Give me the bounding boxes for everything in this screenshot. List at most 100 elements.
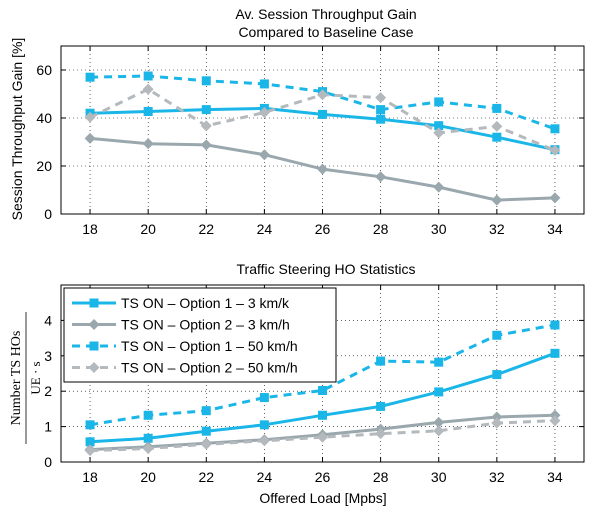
data-point [375, 92, 387, 104]
chart-title-line1: Av. Session Throughput Gain [235, 6, 416, 22]
data-point [143, 410, 153, 420]
data-point [201, 76, 211, 86]
x-tick-label: 28 [373, 221, 389, 237]
data-point [549, 192, 561, 204]
y-tick-label: 3 [44, 348, 52, 364]
legend-marker [88, 362, 100, 373]
y-axis-label-denominator: UE · s [28, 361, 43, 394]
data-point [142, 138, 154, 150]
data-point [85, 437, 95, 447]
data-point [142, 83, 154, 95]
chart-title-line2: Compared to Baseline Case [238, 24, 413, 40]
data-point [550, 348, 560, 358]
x-tick-label: 32 [489, 469, 505, 485]
chart-session-throughput: 18 20 22 24 26 28 30 32 34 0 20 40 60 Av. Session Thr… [9, 6, 585, 237]
data-point [201, 406, 211, 416]
data-point [201, 105, 211, 115]
data-point [259, 79, 269, 89]
data-point [318, 385, 327, 395]
data-point [84, 132, 96, 144]
data-point [433, 127, 445, 139]
data-point [200, 438, 212, 450]
data-point [434, 121, 444, 131]
data-point [375, 171, 387, 183]
y-axis-label-fraction: Number TS HOs UE · s [9, 312, 43, 444]
y-tick-label: 40 [36, 110, 52, 126]
legend-entry-s3: TS ON – Option 1 – 50 km/h [72, 338, 298, 354]
data-point [258, 435, 270, 447]
data-point [258, 149, 270, 161]
legend-marker [89, 341, 99, 351]
x-tick-label: 26 [315, 469, 331, 485]
data-point [491, 417, 503, 429]
data-point [317, 163, 328, 175]
legend-entry-s2: TS ON – Option 2 – 3 km/h [72, 317, 290, 333]
y-axis-label-numerator: Number TS HOs [9, 331, 24, 426]
x-tick-label: 24 [257, 221, 273, 237]
data-point [491, 194, 503, 206]
data-point [433, 181, 445, 193]
x-tick-label: 18 [82, 469, 98, 485]
series-s1 [85, 348, 560, 447]
x-tick-label: 22 [198, 221, 214, 237]
series-s4 [84, 83, 561, 156]
x-tick-label: 28 [373, 469, 389, 485]
y-tick-label: 1 [44, 419, 52, 435]
chart-title: Traffic Steering HO Statistics [237, 261, 416, 277]
y-tick-label: 60 [36, 62, 52, 78]
data-point [85, 420, 95, 430]
data-point [550, 124, 560, 134]
y-tick-label: 0 [44, 454, 52, 470]
data-point [143, 433, 153, 443]
data-point [434, 357, 444, 367]
data-point [492, 103, 502, 113]
legend-entry-s1: TS ON – Option 1 – 3 km/k [72, 295, 290, 311]
series-s4 [84, 415, 561, 457]
y-tick-label: 2 [44, 383, 52, 399]
data-point [376, 105, 386, 115]
legend-label: TS ON – Option 2 – 50 km/h [121, 360, 298, 376]
data-point [318, 410, 327, 420]
legend-label: TS ON – Option 1 – 50 km/h [121, 338, 298, 354]
x-tick-label: 30 [431, 469, 447, 485]
y-tick-label: 20 [36, 158, 52, 174]
data-point [142, 443, 154, 455]
x-tick-label: 20 [140, 221, 156, 237]
data-point [143, 71, 153, 81]
data-point [550, 320, 560, 330]
legend-label: TS ON – Option 1 – 3 km/k [121, 295, 290, 311]
data-point [259, 393, 269, 403]
data-point [433, 425, 445, 437]
x-tick-label: 34 [547, 221, 563, 237]
data-point [317, 89, 328, 101]
series-line [90, 74, 556, 131]
data-point [491, 411, 503, 423]
data-point [84, 445, 96, 457]
legend-marker [89, 298, 99, 308]
x-tick-label: 22 [198, 469, 214, 485]
data-point [201, 426, 211, 436]
data-point [318, 109, 327, 119]
data-point [317, 431, 328, 443]
data-point [376, 114, 386, 124]
data-point [492, 132, 502, 142]
data-point [200, 139, 212, 151]
data-point [143, 107, 153, 117]
legend-label: TS ON – Option 2 – 3 km/h [121, 317, 290, 333]
y-axis-label: Session Throughput Gain [%] [9, 38, 25, 221]
data-point [85, 72, 95, 82]
data-point [492, 370, 502, 380]
data-point [259, 420, 269, 430]
data-point [376, 356, 386, 366]
x-tick-label: 18 [82, 221, 98, 237]
x-tick-label: 32 [489, 221, 505, 237]
data-point [491, 120, 503, 132]
y-tick-label: 4 [44, 312, 52, 328]
x-tick-label: 34 [547, 469, 563, 485]
data-point [258, 106, 270, 118]
data-point [549, 144, 561, 156]
data-point [84, 111, 96, 123]
legend: TS ON – Option 1 – 3 km/k TS ON – Option … [63, 287, 337, 383]
